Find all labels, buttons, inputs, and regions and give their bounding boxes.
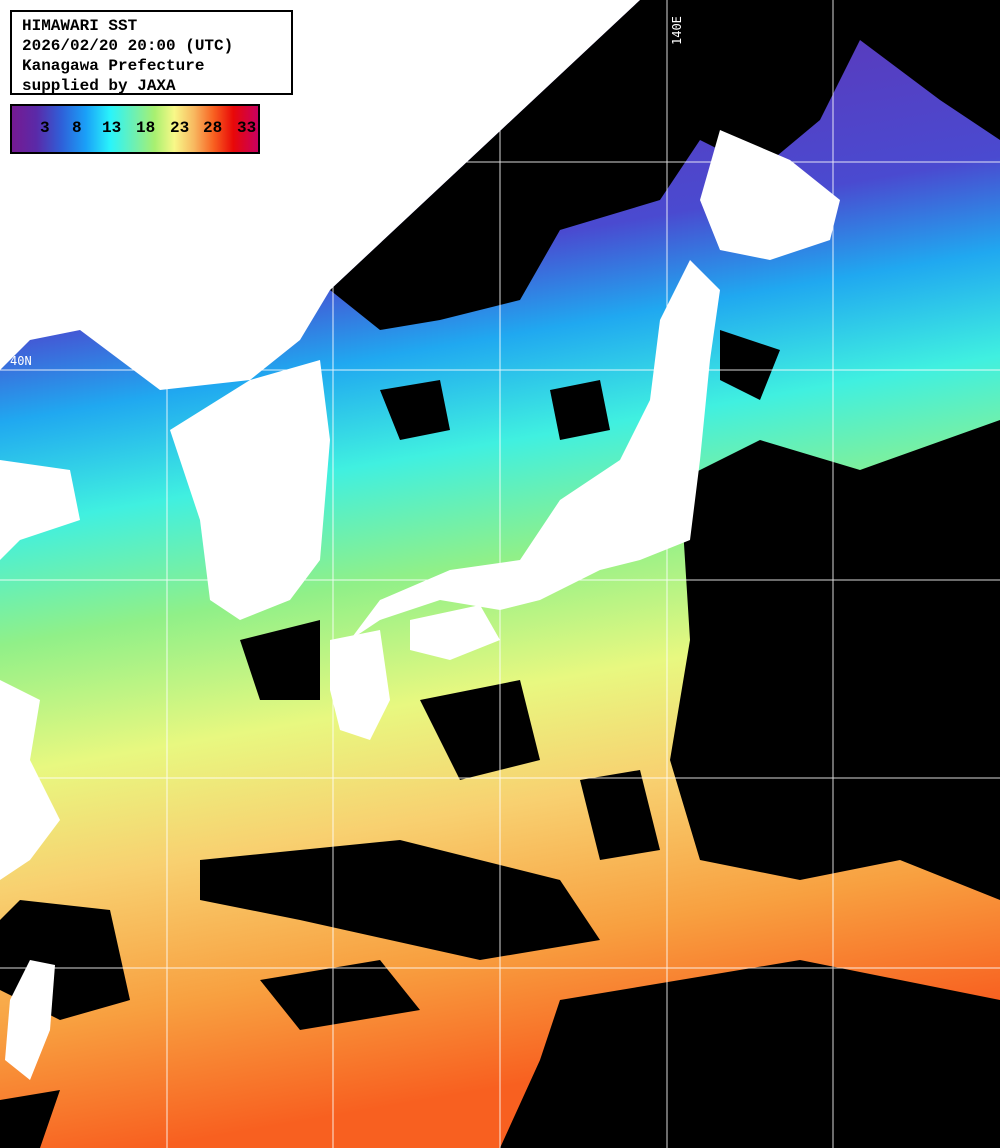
land xyxy=(0,0,840,1080)
shikoku xyxy=(410,605,500,660)
scale-tick: 18 xyxy=(136,119,156,137)
region: Kanagawa Prefecture xyxy=(22,57,205,75)
china-coast xyxy=(0,460,80,560)
datetime: 2026/02/20 20:00 (UTC) xyxy=(22,37,234,55)
taiwan xyxy=(5,960,55,1080)
credit: supplied by JAXA xyxy=(22,77,176,95)
honshu xyxy=(350,260,720,640)
latitude-label: 40N xyxy=(10,354,32,368)
scale-tick: 3 xyxy=(40,119,50,137)
china-coast-south xyxy=(0,680,60,880)
kyushu xyxy=(330,630,390,740)
scale-tick: 33 xyxy=(237,119,257,137)
scale-tick: 28 xyxy=(203,119,223,137)
color-scale-legend: 3 8 13 18 23 28 33 xyxy=(10,104,260,154)
longitude-label: 140E xyxy=(670,16,684,45)
asia-mainland xyxy=(0,0,640,390)
scale-tick: 23 xyxy=(170,119,190,137)
info-box: HIMAWARI SST 2026/02/20 20:00 (UTC) Kana… xyxy=(10,10,293,95)
title: HIMAWARI SST xyxy=(22,17,138,35)
scale-tick: 13 xyxy=(102,119,122,137)
scale-tick: 8 xyxy=(72,119,82,137)
korea xyxy=(170,360,330,620)
